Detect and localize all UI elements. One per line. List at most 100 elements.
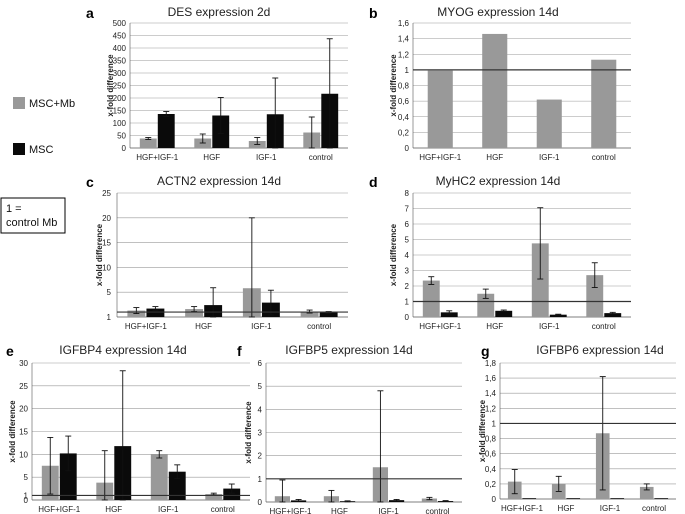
bar-d-msc-3 [604,313,622,317]
y-tick-label-f: 2 [258,452,263,461]
x-category-label-b: HGF+IGF-1 [419,153,462,162]
legend-swatch-msc-mb [13,97,25,109]
panel-label-d: d [369,174,378,190]
y-tick-label-a: 100 [113,119,127,128]
y-tick-label-b: 0,6 [398,97,410,106]
panel-label-g: g [481,343,490,359]
y-tick-label-f: 6 [258,359,263,368]
y-tick-label-e: 5 [24,473,29,482]
x-category-label-g: HGF [558,504,575,513]
y-tick-label-b: 1,6 [398,19,410,28]
legend: MSC+Mb MSC 1 = control Mb [0,97,75,234]
chart-title-d: MyHC2 expression 14d [436,174,561,188]
y-tick-label-a: 50 [117,132,126,141]
bar-e-msc-2 [168,471,186,500]
y-tick-label-f: 4 [258,405,263,414]
x-category-label-c: control [307,322,331,331]
bar-d-msc-mb-1 [477,293,495,317]
chart-title-f: IGFBP5 expression 14d [285,343,412,357]
y-axis-label-f: x-fold difference [244,401,253,464]
y-tick-label-d: 3 [405,267,410,276]
y-tick-label-a: 0 [122,144,127,153]
y-tick-label-e: 10 [19,450,28,459]
y-tick-label-c: 20 [102,214,111,223]
y-axis-label-e: x-fold difference [8,400,17,463]
y-tick-label-g: 0,6 [485,450,497,459]
y-tick-label-f: 1 [258,475,263,484]
y-tick-label-b: 1,2 [398,50,410,59]
panel-label-b: b [369,5,378,21]
y-tick-label-e: 0 [24,496,29,505]
bar-e-msc-0 [59,453,77,500]
legend-swatch-msc [13,143,25,155]
x-category-label-e: control [211,505,235,514]
y-tick-label-d: 2 [405,282,410,291]
y-tick-label-e: 15 [19,428,28,437]
y-tick-label-a: 500 [113,19,127,28]
y-tick-label-d: 8 [405,189,410,198]
chart-title-b: MYOG expression 14d [437,5,558,19]
y-tick-label-g: 1,2 [485,404,497,413]
chart-title-c: ACTN2 expression 14d [157,174,281,188]
y-tick-label-d: 7 [405,205,410,214]
bar-b-msc-mb-1 [482,33,508,148]
y-tick-label-a: 300 [113,69,127,78]
bar-d-msc-0 [440,312,458,317]
x-category-label-c: HGF+IGF-1 [125,322,168,331]
y-axis-label-d: x-fold difference [389,223,398,286]
bar-d-msc-1 [495,310,513,317]
bar-d-msc-2 [549,314,567,317]
x-category-label-f: HGF+IGF-1 [269,507,312,514]
y-tick-label-b: 1 [405,66,410,75]
panel-d: d MyHC2 expression 14d 0 1 2 3 4 5 6 7 8 x-fold dif… [369,174,631,331]
y-tick-label-g: 0,8 [485,435,497,444]
bar-g-msc-3 [654,498,669,499]
x-category-label-g: HGF+IGF-1 [501,504,544,513]
bar-c-msc-3 [319,312,338,317]
y-tick-label-a: 150 [113,107,127,116]
bar-d-msc-mb-0 [422,280,440,317]
y-tick-label-a: 350 [113,57,127,66]
x-category-label-b: IGF-1 [539,153,560,162]
bar-e-msc-3 [223,488,241,500]
chart-panels: a DES expression 2d0501001502002503003504… [6,5,676,514]
y-axis-label-c: x-fold difference [95,223,104,286]
y-tick-label-f: 0 [258,498,263,507]
x-category-label-e: HGF+IGF-1 [38,505,81,514]
y-tick-label-g: 0,4 [485,465,497,474]
bar-a-msc-mb-0 [139,138,157,148]
legend-label-msc: MSC [29,144,54,156]
x-category-label-f: IGF-1 [378,507,399,514]
y-tick-label-g: 1,8 [485,359,497,368]
y-tick-label-d: 0 [405,313,410,322]
bar-a-msc-0 [157,114,175,148]
y-tick-label-d: 4 [405,251,410,260]
bar-e-msc-mb-3 [205,494,223,500]
y-tick-label-g: 1 [492,419,497,428]
chart-title-g: IGFBP6 expression 14d [536,343,663,357]
bar-b-msc-mb-2 [536,99,562,148]
x-category-label-f: HGF [331,507,348,514]
x-category-label-d: HGF+IGF-1 [419,322,462,331]
legend-label-msc-mb: MSC+Mb [29,98,75,110]
x-category-label-e: HGF [105,505,122,514]
panel-f: f IGFBP5 expression 14d 0 1 2 3 4 5 6 x-fold diff… [237,343,462,514]
y-tick-label-b: 0,8 [398,82,410,91]
y-tick-label-a: 450 [113,32,127,41]
panel-label-c: c [86,174,94,190]
bar-f-msc-mb-3 [421,498,438,502]
x-category-label-c: IGF-1 [251,322,272,331]
y-tick-label-c: 10 [102,263,111,272]
control-note-line2: control Mb [6,217,57,229]
bar-b-msc-mb-0 [427,70,453,148]
y-tick-label-b: 0,4 [398,113,410,122]
x-category-label-a: HGF [203,153,220,162]
bar-d-msc-mb-2 [531,243,549,317]
bar-e-msc-mb-2 [150,454,168,500]
panel-label-e: e [6,343,14,359]
y-tick-label-c: 5 [107,288,112,297]
panel-a: a DES expression 2d 0 50 100 150 200 250 300 350 4… [86,5,348,162]
x-category-label-a: HGF+IGF-1 [136,153,179,162]
bar-c-msc-0 [146,308,165,317]
